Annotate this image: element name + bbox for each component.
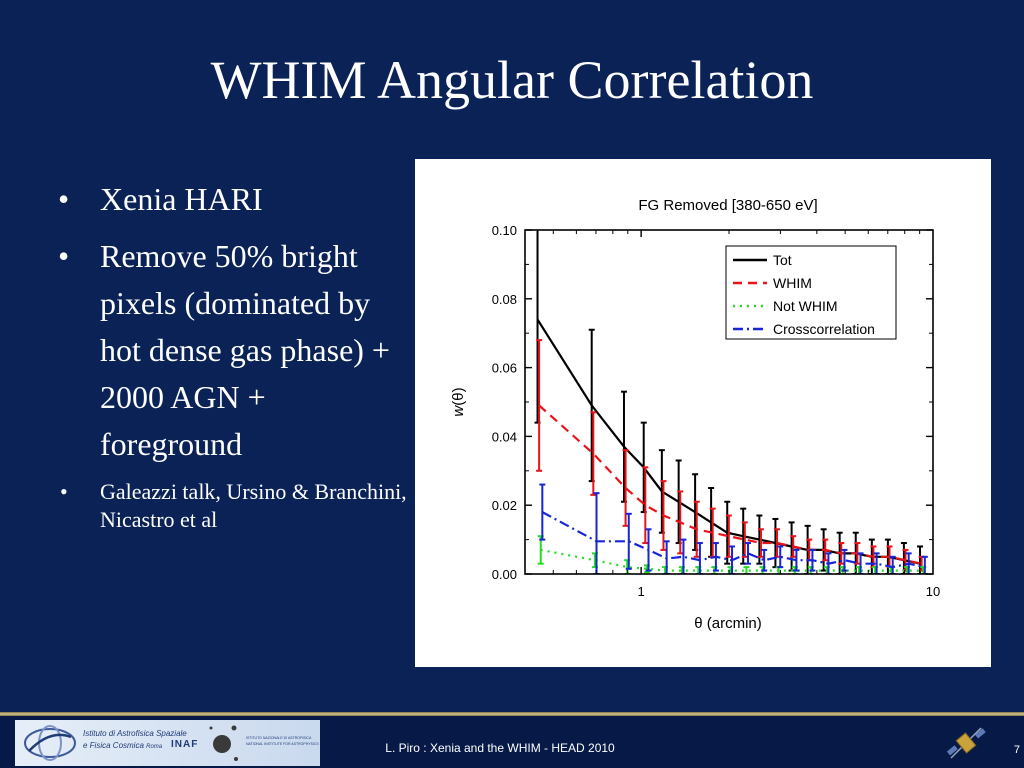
bullet-dot-icon: •	[60, 479, 68, 504]
bullet-dot-icon: •	[58, 181, 70, 217]
slide-title: WHIM Angular Correlation	[210, 50, 814, 110]
legend-label-not-whim: Not WHIM	[773, 298, 838, 314]
y-tick-label: 0.08	[492, 292, 517, 307]
bullet-item: • Xenia HARI	[58, 176, 408, 223]
legend-box	[725, 245, 897, 340]
series-whim	[536, 339, 925, 572]
series-line-not-whim	[540, 548, 924, 572]
chart-title: FG Removed [380-650 eV]	[638, 197, 817, 214]
plot-area	[534, 230, 928, 574]
iasf-city: Roma	[146, 744, 163, 750]
iasf-name-line1: Istituto di Astrofisica Spaziale	[83, 729, 187, 738]
page-number: 7	[1013, 744, 1020, 756]
series-crosscorrelation	[539, 483, 928, 574]
bullet-item: • Remove 50% bright pixels (dominated by…	[58, 233, 408, 468]
x-axis-label: θ (arcmin)	[694, 615, 762, 632]
series-line-whim	[538, 404, 922, 565]
iasf-name-line2-text: e Fisica Cosmica	[83, 741, 144, 750]
legend-label-tot: Tot	[773, 252, 792, 268]
angular-correlation-chart: FG Removed [380-650 eV] 0.00 0.02 0.04 0.06…	[450, 197, 941, 632]
legend: Tot WHIM Not WHIM Crosscorrelation	[725, 245, 897, 340]
legend-label-crosscorrelation: Crosscorrelation	[773, 321, 875, 337]
footer-rule	[0, 712, 1024, 716]
x-tick-label: 10	[926, 584, 940, 599]
y-axis-label: w(θ)	[450, 387, 467, 416]
iasf-name-line2: e Fisica Cosmica Roma	[83, 741, 162, 750]
y-axis-label-argument: (θ)	[450, 387, 467, 405]
bullet-dot-icon: •	[58, 238, 70, 274]
y-tick-label: 0.00	[492, 567, 517, 582]
y-tick-label: 0.06	[492, 361, 517, 376]
footer-text: L. Piro : Xenia and the WHIM - HEAD 2010	[385, 741, 615, 755]
x-tick-label: 1	[638, 584, 645, 599]
y-tick-label: 0.02	[492, 498, 517, 513]
bullet-text: Xenia HARI	[100, 181, 263, 217]
y-tick-label: 0.10	[492, 223, 517, 238]
x-axis-label-symbol: θ	[694, 615, 702, 632]
chart-panel: FG Removed [380-650 eV] 0.00 0.02 0.04 0.06…	[415, 159, 991, 667]
inaf-logo-icon	[209, 725, 238, 761]
sub-bullet-text: Galeazzi talk, Ursino & Branchini, Nicas…	[100, 479, 407, 532]
bullet-text: Remove 50% bright pixels (dominated by h…	[100, 238, 390, 462]
y-axis-label-symbol: w	[450, 405, 467, 417]
inaf-logo-text: INAF	[171, 739, 199, 750]
iasf-logo-icon	[24, 725, 76, 761]
x-axis-label-unit: (arcmin)	[703, 615, 762, 632]
inaf-name-line1: ISTITUTO NAZIONALE DI ASTROFISICA	[246, 736, 312, 740]
y-tick-label: 0.04	[492, 429, 517, 444]
series-line-crosscorrelation	[541, 511, 926, 569]
satellite-icon	[946, 727, 986, 759]
axes: 0.00 0.02 0.04 0.06 0.08 0.10 1 10	[492, 223, 941, 599]
sub-bullet-item: • Galeazzi talk, Ursino & Branchini, Nic…	[58, 478, 408, 534]
inaf-name-line2: NATIONAL INSTITUTE FOR ASTROPHYSICS	[246, 742, 319, 746]
bullet-list: • Xenia HARI • Remove 50% bright pixels …	[58, 176, 408, 534]
legend-label-whim: WHIM	[773, 275, 812, 291]
logo-strip: Istituto di Astrofisica Spaziale e Fisic…	[15, 720, 320, 766]
